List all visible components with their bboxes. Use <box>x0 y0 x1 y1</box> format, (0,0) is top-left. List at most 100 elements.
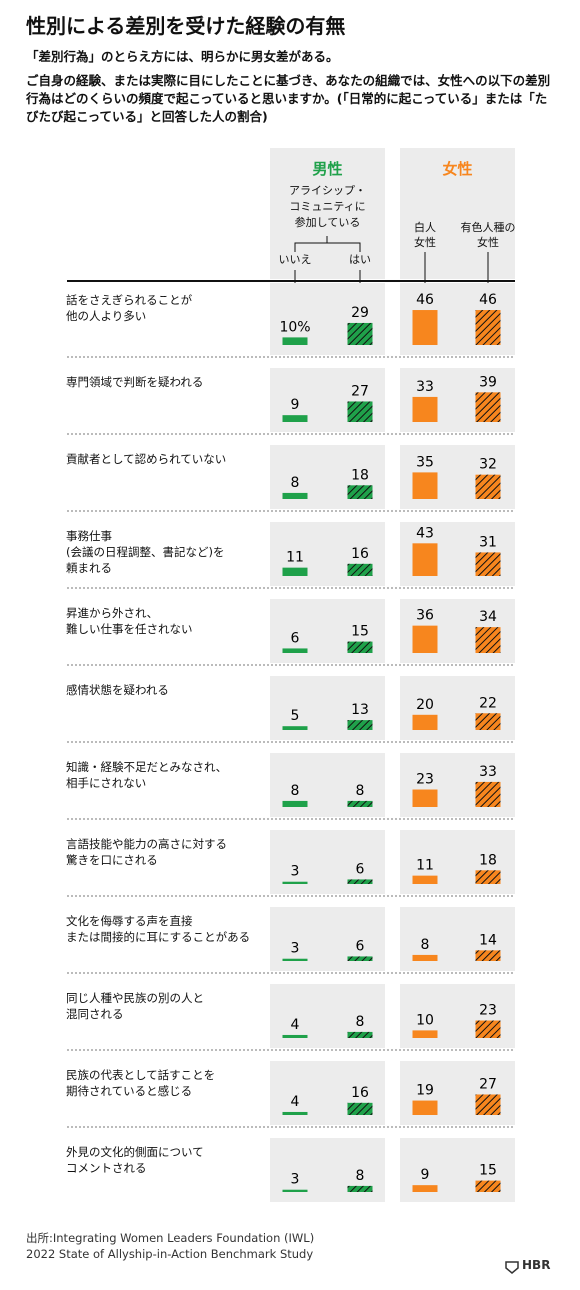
category-label: 文化を侮辱する声を直接 または間接的に耳にすることがある <box>66 914 251 944</box>
value-label: 39 <box>479 374 497 390</box>
value-label: 16 <box>351 1085 369 1101</box>
panel-bg <box>270 148 385 279</box>
bar <box>282 726 308 730</box>
value-label: 3 <box>291 864 300 880</box>
value-label: 9 <box>291 397 300 413</box>
value-label: 33 <box>479 764 497 780</box>
value-label: 43 <box>416 525 434 541</box>
panel-bg <box>270 830 385 894</box>
bar <box>282 800 308 807</box>
bar-hatch <box>475 1020 501 1038</box>
panel-bg <box>270 753 385 817</box>
value-label: 6 <box>291 630 300 646</box>
panel-bg <box>400 1138 515 1202</box>
value-label: 9 <box>421 1167 430 1183</box>
bar <box>412 396 438 422</box>
brand-icon <box>505 1261 519 1274</box>
value-label: 3 <box>291 1172 300 1188</box>
bar-hatch <box>475 1180 501 1192</box>
value-label: 27 <box>479 1076 497 1092</box>
bar-hatch <box>347 800 373 807</box>
value-label: 23 <box>479 1003 497 1019</box>
value-label: 8 <box>356 783 365 799</box>
bar-hatch <box>347 879 373 884</box>
value-label: 10 <box>416 1012 434 1028</box>
value-label: 18 <box>351 467 369 483</box>
value-label: 11 <box>416 858 434 874</box>
value-label: 20 <box>416 697 434 713</box>
bar <box>282 567 308 576</box>
bar-hatch <box>347 1185 373 1192</box>
value-label: 27 <box>351 383 369 399</box>
bar-hatch <box>347 641 373 653</box>
value-label: 11 <box>286 550 304 566</box>
bar <box>412 310 438 345</box>
bar-hatch <box>475 781 501 807</box>
value-label: 8 <box>291 783 300 799</box>
value-label: 18 <box>479 852 497 868</box>
series-label: はい <box>349 253 371 266</box>
value-label: 29 <box>351 305 369 321</box>
bar-hatch <box>347 720 373 730</box>
bar <box>282 1034 308 1038</box>
value-label: 3 <box>291 941 300 957</box>
bar <box>282 492 308 499</box>
value-label: 19 <box>416 1083 434 1099</box>
bar-hatch <box>475 392 501 422</box>
brand: HBR <box>522 1258 551 1272</box>
bar <box>412 543 438 576</box>
bar-hatch <box>475 310 501 345</box>
subtitle: 「差別行為」のとらえ方には、明らかに男女差がある。 <box>26 49 339 64</box>
bar-hatch <box>347 1102 373 1115</box>
bar-hatch <box>347 1031 373 1038</box>
value-label: 8 <box>291 475 300 491</box>
value-label: 6 <box>356 861 365 877</box>
bar <box>412 472 438 499</box>
bracket <box>294 236 361 252</box>
series-label: 白人 女性 <box>414 221 436 249</box>
bar <box>412 625 438 653</box>
series-label: 有色人種の 女性 <box>460 221 516 249</box>
title: 性別による差別を受けた経験の有無 <box>26 14 346 38</box>
bar <box>412 1185 438 1192</box>
panel-bg <box>270 1138 385 1202</box>
value-label: 31 <box>479 534 497 550</box>
category-label: 専門領域で判断を疑われる <box>66 375 204 389</box>
bar <box>282 958 308 961</box>
value-label: 8 <box>421 937 430 953</box>
value-label: 8 <box>356 1168 365 1184</box>
panel-bg <box>400 148 515 279</box>
value-label: 6 <box>356 938 365 954</box>
value-label: 35 <box>416 454 434 470</box>
bar-hatch <box>347 956 373 961</box>
panel-bg <box>270 984 385 1048</box>
group-label: 女性 <box>442 160 473 178</box>
category-label: 感情状態を疑われる <box>66 683 169 697</box>
category-label: 知識・経験不足だとみなされ、 相手にされない <box>66 760 228 790</box>
value-label: 5 <box>291 708 300 724</box>
value-label: 15 <box>479 1163 497 1179</box>
bar <box>412 714 438 730</box>
panel-bg <box>270 907 385 971</box>
value-label: 36 <box>416 608 434 624</box>
bar-hatch <box>475 552 501 576</box>
bar <box>282 415 308 422</box>
category-label: 話をさえぎられることが 他の人より多い <box>66 293 193 323</box>
question: ご自身の経験、または実際に目にしたことに基づき、あなたの組織では、女性への以下の… <box>26 73 551 124</box>
bar-hatch <box>475 713 501 730</box>
category-label: 言語技能や能力の高さに対する 驚きを口にされる <box>66 837 227 867</box>
bar <box>412 875 438 884</box>
bar-hatch <box>475 1094 501 1115</box>
bar <box>412 954 438 961</box>
bar <box>282 1189 308 1192</box>
value-label: 4 <box>291 1094 300 1110</box>
bar <box>282 337 308 345</box>
bar <box>412 1100 438 1115</box>
bar-hatch <box>475 870 501 884</box>
value-label: 46 <box>479 292 497 308</box>
group-label: 男性 <box>312 160 343 178</box>
bar-hatch <box>347 485 373 499</box>
category-label: 外見の文化的側面について コメントされる <box>66 1145 204 1175</box>
bar <box>412 1030 438 1038</box>
